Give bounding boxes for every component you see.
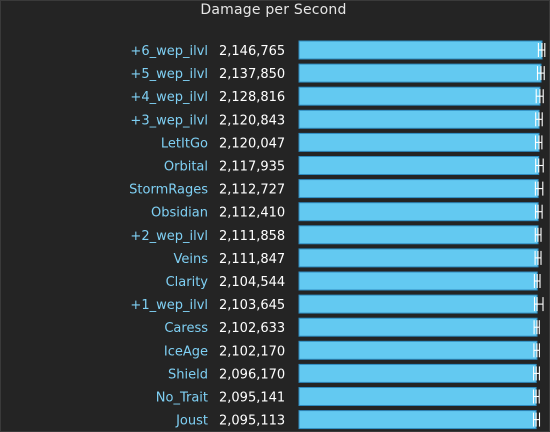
category-label: +6_wep_ilvl <box>130 44 208 59</box>
category-label: Joust <box>175 414 208 429</box>
value-label: 2,111,858 <box>219 229 285 244</box>
error-bar <box>535 112 543 127</box>
bar <box>298 202 539 222</box>
error-bar <box>533 274 541 288</box>
bar <box>298 225 539 245</box>
bar <box>298 40 543 60</box>
error-bar <box>535 89 544 104</box>
bar <box>298 132 540 152</box>
bar <box>298 63 542 83</box>
category-label: Caress <box>164 321 208 336</box>
bar <box>298 317 538 337</box>
bar <box>298 86 541 106</box>
error-bar <box>534 135 543 150</box>
category-label: +4_wep_ilvl <box>130 90 208 105</box>
value-label: 2,137,850 <box>219 67 285 82</box>
error-bar <box>534 227 542 242</box>
category-label: LetItGo <box>161 136 208 151</box>
error-bar <box>533 320 540 335</box>
bar <box>298 410 537 430</box>
category-label: Shield <box>168 367 208 382</box>
value-label: 2,111,847 <box>219 252 285 267</box>
category-label: StormRages <box>129 183 208 198</box>
category-label: +2_wep_ilvl <box>130 229 208 244</box>
category-label: +1_wep_ilvl <box>130 298 208 313</box>
bar <box>298 294 538 314</box>
category-label: Veins <box>173 252 208 267</box>
error-bar <box>534 204 543 219</box>
error-bar <box>532 412 541 427</box>
value-label: 2,096,170 <box>219 367 285 382</box>
category-label: No_Trait <box>156 391 208 406</box>
bar <box>298 340 538 360</box>
value-label: 2,095,141 <box>219 391 285 406</box>
bars-layer <box>298 40 543 430</box>
error-bar <box>534 181 544 196</box>
chart-title: Damage per Second <box>200 2 347 18</box>
error-bar <box>536 66 545 81</box>
category-label: Clarity <box>166 275 209 290</box>
value-label: 2,146,765 <box>219 44 285 59</box>
error-bar <box>537 43 546 57</box>
category-label: IceAge <box>164 344 208 359</box>
value-label: 2,112,727 <box>219 183 285 198</box>
bar <box>298 109 540 129</box>
value-label: 2,104,544 <box>219 275 285 290</box>
bar <box>298 387 537 406</box>
error-bar <box>534 250 542 265</box>
value-label: 2,117,935 <box>219 160 285 175</box>
value-label: 2,128,816 <box>219 90 285 105</box>
error-bar <box>533 343 540 358</box>
bar <box>298 271 538 291</box>
bar <box>298 248 539 268</box>
value-label: 2,103,645 <box>219 298 285 313</box>
bar <box>298 156 540 175</box>
category-label: Obsidian <box>151 206 208 221</box>
error-bar <box>535 158 544 173</box>
bar <box>298 179 539 199</box>
value-label: 2,120,047 <box>219 136 285 151</box>
value-label: 2,102,633 <box>219 321 285 336</box>
value-label: 2,120,843 <box>219 113 285 128</box>
error-bars-layer <box>532 43 546 427</box>
error-bar <box>533 366 540 381</box>
value-label: 2,095,113 <box>219 414 285 429</box>
category-label: +3_wep_ilvl <box>130 113 208 128</box>
error-bar <box>533 297 544 312</box>
labels-layer: +6_wep_ilvl 2,146,765 +5_wep_ilvl 2,137,850… <box>129 44 285 429</box>
category-label: Orbital <box>164 160 208 175</box>
value-label: 2,102,170 <box>219 344 285 359</box>
category-label: +5_wep_ilvl <box>130 67 208 82</box>
error-bar <box>532 389 540 404</box>
value-label: 2,112,410 <box>219 206 285 221</box>
bar <box>298 363 537 383</box>
